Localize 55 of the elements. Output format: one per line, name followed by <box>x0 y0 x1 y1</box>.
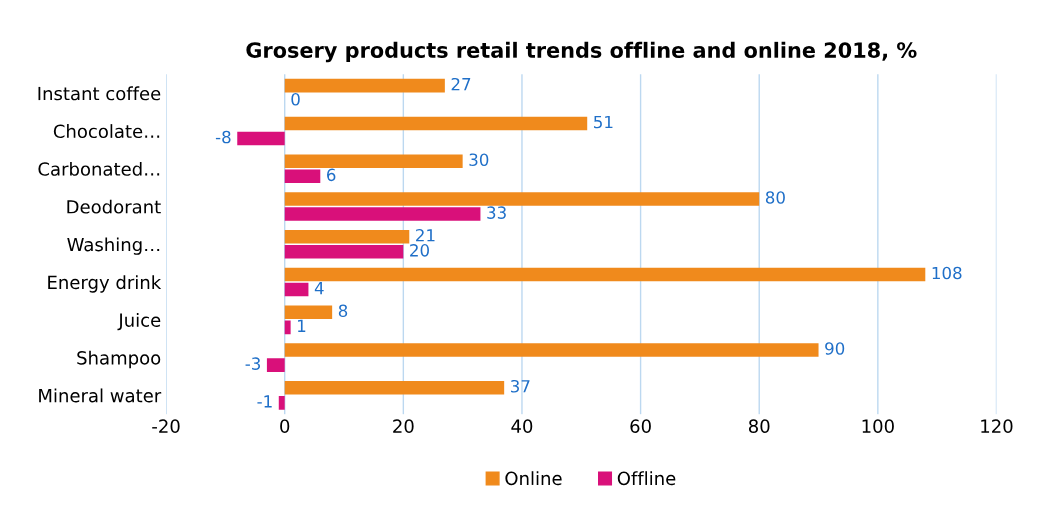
data-label: 30 <box>469 153 489 167</box>
y-tick-label: Carbonated… <box>38 161 160 176</box>
y-tick-label: Chocolate… <box>53 124 160 139</box>
data-label: 33 <box>487 206 506 219</box>
y-tick-label: Instant coffee <box>38 86 161 101</box>
bar <box>284 320 291 335</box>
bar <box>284 380 505 395</box>
x-tick-label: 0 <box>280 419 290 434</box>
y-tick-label: Energy drink <box>48 275 162 293</box>
x-tick-label: 120 <box>981 419 1013 434</box>
bar <box>284 305 333 320</box>
data-label: 80 <box>765 191 785 204</box>
bar <box>284 207 481 221</box>
bar <box>284 78 445 93</box>
chart-title: Grosery products retail trends offline and online 2018, % <box>246 41 917 63</box>
data-label: 8 <box>338 304 348 318</box>
bar <box>284 169 321 184</box>
x-tick-label: 40 <box>511 419 533 434</box>
data-label: 4 <box>314 282 324 295</box>
y-tick-label: Juice <box>117 312 161 331</box>
legend-label: Offline <box>617 471 676 486</box>
data-label: -1 <box>257 395 272 408</box>
bar <box>284 229 410 244</box>
bar <box>237 131 285 146</box>
bar <box>284 267 926 282</box>
bar <box>284 154 463 168</box>
x-tick-label: -20 <box>152 419 180 434</box>
bar <box>284 245 404 259</box>
bar <box>266 358 285 372</box>
x-tick-label: 100 <box>862 419 894 434</box>
data-label: 108 <box>932 266 962 280</box>
bar <box>284 282 309 297</box>
data-label: -8 <box>215 130 231 144</box>
x-tick-label: 80 <box>748 419 770 434</box>
data-label: -3 <box>245 357 261 370</box>
bar <box>278 396 285 410</box>
data-label: 1 <box>298 319 306 332</box>
data-label: 0 <box>291 93 300 106</box>
data-label: 27 <box>451 77 471 91</box>
data-label: 90 <box>825 342 845 355</box>
x-tick-label: 60 <box>630 419 651 434</box>
y-tick-label: Deodorant <box>67 199 161 214</box>
x-tick-label: 20 <box>393 419 414 434</box>
legend-label: Online <box>505 471 562 486</box>
bar <box>284 192 760 206</box>
data-label: 6 <box>327 168 336 182</box>
y-tick-label: Shampoo <box>77 350 161 369</box>
y-tick-label: Washing… <box>67 237 160 255</box>
data-label: 37 <box>511 379 530 393</box>
data-label: 21 <box>416 228 435 242</box>
bar <box>284 116 588 131</box>
bar <box>284 343 819 357</box>
data-label: 20 <box>410 244 429 257</box>
y-tick-label: Mineral water <box>39 388 162 403</box>
data-label: 51 <box>594 115 613 129</box>
